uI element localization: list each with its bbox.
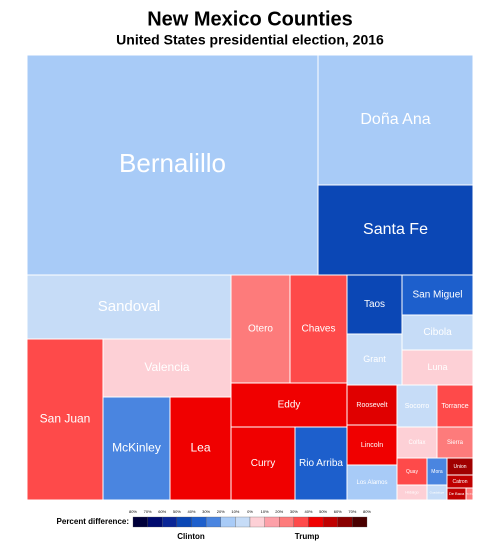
legend-swatch: [293, 516, 309, 528]
county-cell: [401, 314, 474, 351]
legend-tick-label: 70%: [348, 509, 356, 514]
legend-tick-label: 80%: [129, 509, 137, 514]
county-label: Lea: [190, 441, 210, 455]
legend-tick-label: 80%: [363, 509, 371, 514]
legend-tick-label: 40%: [304, 509, 312, 514]
legend-swatch: [235, 516, 251, 528]
county-label: Cibola: [423, 327, 452, 338]
legend-left-label: Clinton: [177, 532, 205, 541]
county-label: Rio Arriba: [299, 458, 343, 469]
county-cell: [230, 426, 296, 501]
legend-tick-label: 50%: [319, 509, 327, 514]
legend-swatch: [279, 516, 295, 528]
legend-swatch: [264, 516, 280, 528]
legend-tick-label: 10%: [261, 509, 269, 514]
county-cell: [401, 349, 474, 386]
county-label: De Baca: [449, 491, 465, 496]
legend-tick-label: 50%: [173, 509, 181, 514]
legend-swatch: [337, 516, 353, 528]
legend-right-label: Trump: [295, 532, 320, 541]
county-label: Harding: [466, 494, 473, 496]
county-label: Catron: [452, 479, 467, 485]
legend-title: Percent difference:: [57, 517, 129, 526]
county-label: Santa Fe: [363, 221, 428, 238]
county-label: Curry: [251, 458, 275, 469]
county-label: Sandoval: [98, 298, 161, 315]
county-label: Roosevelt: [356, 402, 387, 409]
county-label: Quay: [406, 469, 418, 475]
county-cell: [169, 396, 232, 501]
county-label: Hidalgo: [405, 490, 419, 495]
legend-swatch: [132, 516, 148, 528]
county-cell: [346, 424, 398, 466]
legend-swatch: [220, 516, 236, 528]
county-cell: [289, 274, 348, 384]
county-label: Los Alamos: [356, 480, 387, 486]
county-cell: [102, 396, 171, 501]
county-label: Valencia: [144, 360, 189, 374]
county-label: San Juan: [40, 412, 91, 426]
legend-tick-label: 60%: [158, 509, 166, 514]
county-cell: [346, 464, 398, 501]
county-cell: [26, 54, 319, 276]
county-label: Torrance: [441, 403, 468, 410]
county-label: Eddy: [278, 400, 301, 411]
county-cell: [426, 484, 448, 501]
legend-swatch: [176, 516, 192, 528]
county-label: Mora: [431, 469, 443, 475]
legend-tick-label: 20%: [275, 509, 283, 514]
legend-tick-label: 60%: [334, 509, 342, 514]
county-label: Union: [453, 464, 466, 470]
legend-swatch: [352, 516, 368, 528]
legend-tick-label: 30%: [290, 509, 298, 514]
county-cell: [102, 338, 232, 398]
county-cell: [436, 384, 474, 428]
county-label: Sierra: [447, 440, 464, 446]
legend-tick-label: 40%: [187, 509, 195, 514]
county-label: Otero: [248, 324, 273, 335]
chart-title: New Mexico Counties: [147, 8, 353, 30]
legend-tick-label: 30%: [202, 509, 210, 514]
county-label: Socorro: [405, 403, 430, 410]
county-label: McKinley: [112, 441, 161, 455]
county-label: Bernalillo: [119, 148, 226, 178]
legend-swatch: [191, 516, 207, 528]
county-label: Luna: [427, 362, 447, 372]
county-cell: [294, 426, 348, 501]
county-cell: [465, 487, 474, 501]
county-cell: [346, 274, 403, 335]
legend-tick-label: 10%: [231, 509, 239, 514]
county-cell: [26, 338, 104, 501]
county-label: San Miguel: [412, 290, 462, 301]
legend-tick-label: 20%: [217, 509, 225, 514]
county-cell: [26, 274, 232, 340]
legend-tick-label: 0%: [247, 509, 253, 514]
county-label: Doña Ana: [360, 111, 430, 128]
county-label: Guadalupe: [430, 490, 445, 494]
chart-subtitle: United States presidential election, 201…: [116, 32, 384, 48]
county-label: Taos: [364, 299, 385, 310]
legend-swatch: [162, 516, 178, 528]
county-cell: [346, 333, 403, 386]
county-cell: [436, 426, 474, 459]
legend-swatch: [147, 516, 163, 528]
legend-swatch: [322, 516, 338, 528]
county-cell: [317, 184, 474, 276]
legend-swatch: [205, 516, 221, 528]
legend-swatch: [249, 516, 265, 528]
legend-swatch: [308, 516, 324, 528]
county-cell: [396, 426, 438, 459]
county-cell: [346, 384, 398, 426]
county-cell: [396, 384, 438, 428]
county-label: Colfax: [408, 440, 425, 446]
county-label: Chaves: [302, 324, 336, 335]
county-label: Grant: [363, 354, 386, 364]
legend-tick-label: 70%: [144, 509, 152, 514]
county-cell: [317, 54, 474, 186]
county-label: Lincoln: [361, 442, 383, 449]
